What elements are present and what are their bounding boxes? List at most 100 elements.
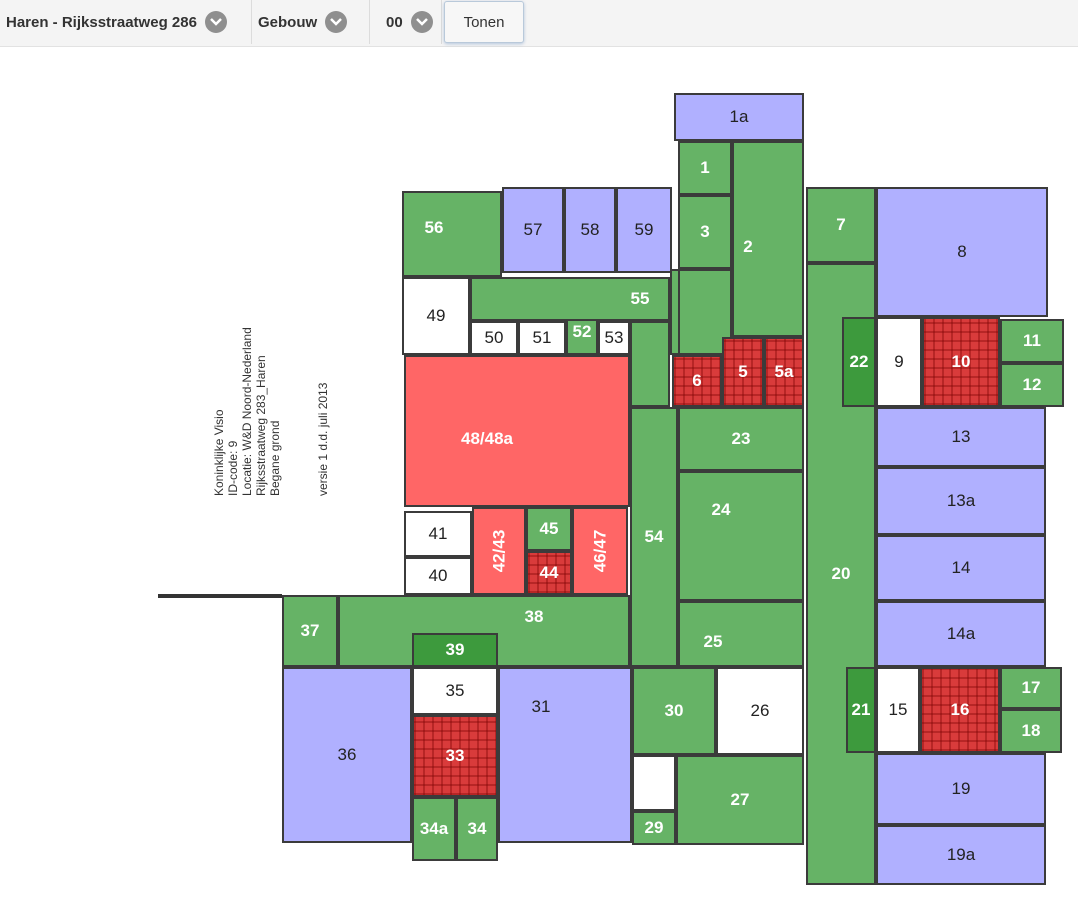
room-label: 18 xyxy=(1021,721,1041,740)
room-36[interactable]: 36 xyxy=(282,667,412,843)
room-34a[interactable]: 34a xyxy=(412,797,456,861)
room-25[interactable]: 25 xyxy=(678,601,804,667)
room-58[interactable]: 58 xyxy=(564,187,616,273)
room-label: 48/48a xyxy=(461,429,513,448)
room-49[interactable]: 49 xyxy=(402,277,470,355)
room-57[interactable]: 57 xyxy=(502,187,564,273)
room-51[interactable]: 51 xyxy=(518,321,566,355)
room-10[interactable]: 10 xyxy=(922,317,1000,407)
room-41[interactable]: 41 xyxy=(404,511,472,557)
room-18[interactable]: 18 xyxy=(1000,709,1062,753)
room-9[interactable]: 9 xyxy=(876,317,922,407)
room-27[interactable]: 27 xyxy=(676,755,804,845)
room-26[interactable]: 26 xyxy=(716,667,804,755)
plan-info-line: Koninklijke Visio xyxy=(212,409,226,497)
room-14a[interactable]: 14a xyxy=(876,601,1046,667)
room-label: 56 xyxy=(424,218,444,237)
room-label: 34a xyxy=(419,819,449,838)
room-29[interactable]: 29 xyxy=(632,811,676,845)
room-53[interactable]: 53 xyxy=(598,321,630,355)
room-label: 3 xyxy=(700,222,710,241)
room-23[interactable]: 23 xyxy=(678,407,804,471)
room-label: 11 xyxy=(1023,331,1041,350)
room-label: 12 xyxy=(1022,375,1042,394)
room-label: 29 xyxy=(644,818,664,837)
room-label: 34 xyxy=(467,819,487,838)
room-label: 17 xyxy=(1021,678,1041,697)
floor-plan: Koninklijke Visio ID-code: 9 Locatie: W&… xyxy=(0,50,1078,901)
room-17[interactable]: 17 xyxy=(1000,667,1062,709)
room-label: 35 xyxy=(445,681,465,700)
room-39[interactable]: 39 xyxy=(412,633,498,667)
room-label: 13 xyxy=(951,427,971,446)
room-label: 31 xyxy=(531,697,551,716)
room-45[interactable]: 45 xyxy=(526,507,572,551)
room-14[interactable]: 14 xyxy=(876,535,1046,601)
room-55[interactable]: 55 xyxy=(470,277,670,321)
room-42-43[interactable]: 42/43 xyxy=(472,507,526,595)
room-label: 25 xyxy=(703,632,723,651)
room-label: 37 xyxy=(300,621,320,640)
room-label: 13a xyxy=(946,491,976,510)
room-1a[interactable]: 1a xyxy=(674,93,804,141)
show-button[interactable]: Tonen xyxy=(444,1,524,43)
chevron-down-icon xyxy=(204,11,227,33)
plan-info-line: ID-code: 9 xyxy=(226,440,240,496)
room-30[interactable]: 30 xyxy=(632,667,716,755)
building-select[interactable]: Gebouw xyxy=(252,0,370,44)
room-label: 26 xyxy=(750,701,770,720)
room-5[interactable]: 5 xyxy=(722,337,764,407)
room-40[interactable]: 40 xyxy=(404,557,472,595)
room-8[interactable]: 8 xyxy=(876,187,1048,317)
room-label: 40 xyxy=(428,566,448,585)
room-12[interactable]: 12 xyxy=(1000,363,1064,407)
room-24[interactable]: 24 xyxy=(678,471,804,601)
room-label: 30 xyxy=(664,701,684,720)
room-37[interactable]: 37 xyxy=(282,595,338,667)
room-59[interactable]: 59 xyxy=(616,187,672,273)
room-16[interactable]: 16 xyxy=(920,667,1000,753)
room-label: 53 xyxy=(604,328,624,347)
room-44[interactable]: 44 xyxy=(526,551,572,595)
room-28 xyxy=(632,755,676,811)
room-54[interactable]: 54 xyxy=(630,407,678,667)
room-48-48a[interactable]: 48/48a xyxy=(404,355,630,507)
room-15[interactable]: 15 xyxy=(876,667,920,753)
room-19a[interactable]: 19a xyxy=(876,825,1046,885)
room-label: 52 xyxy=(572,322,592,341)
building-select-label: Gebouw xyxy=(258,13,318,31)
room-1[interactable]: 1 xyxy=(678,141,732,195)
room-46-47[interactable]: 46/47 xyxy=(572,507,628,595)
room-5a[interactable]: 5a xyxy=(764,337,804,407)
room-13[interactable]: 13 xyxy=(876,407,1046,467)
room-31[interactable]: 31 xyxy=(498,667,632,843)
room-21[interactable]: 21 xyxy=(846,667,876,753)
room-6[interactable]: 6 xyxy=(672,355,722,407)
room-35[interactable]: 35 xyxy=(412,667,498,715)
room-label: 42/43 xyxy=(488,529,508,573)
room-50[interactable]: 50 xyxy=(470,321,518,355)
chevron-down-icon xyxy=(410,11,433,33)
room-22[interactable]: 22 xyxy=(842,317,876,407)
room-label: 44 xyxy=(539,563,559,582)
room-label: 55 xyxy=(630,289,650,308)
room-33[interactable]: 33 xyxy=(412,715,498,797)
room-34[interactable]: 34 xyxy=(456,797,498,861)
location-select[interactable]: Haren - Rijksstraatweg 286 xyxy=(0,0,252,44)
room-11[interactable]: 11 xyxy=(1000,319,1064,363)
room-label: 22 xyxy=(849,352,869,371)
room-label: 19 xyxy=(951,779,971,798)
room-13a[interactable]: 13a xyxy=(876,467,1046,535)
room-3[interactable]: 3 xyxy=(678,195,732,269)
room-label: 2 xyxy=(743,237,753,256)
room-label: 6 xyxy=(692,371,702,390)
room-19[interactable]: 19 xyxy=(876,753,1046,825)
room-56[interactable]: 56 xyxy=(402,191,502,277)
room-label: 9 xyxy=(894,352,904,371)
room-7[interactable]: 7 xyxy=(806,187,876,263)
room-label: 57 xyxy=(523,220,543,239)
room-label: 7 xyxy=(836,215,846,234)
room-2[interactable]: 2 xyxy=(732,141,804,337)
floor-select[interactable]: 00 xyxy=(370,0,442,44)
room-label: 36 xyxy=(337,745,357,764)
